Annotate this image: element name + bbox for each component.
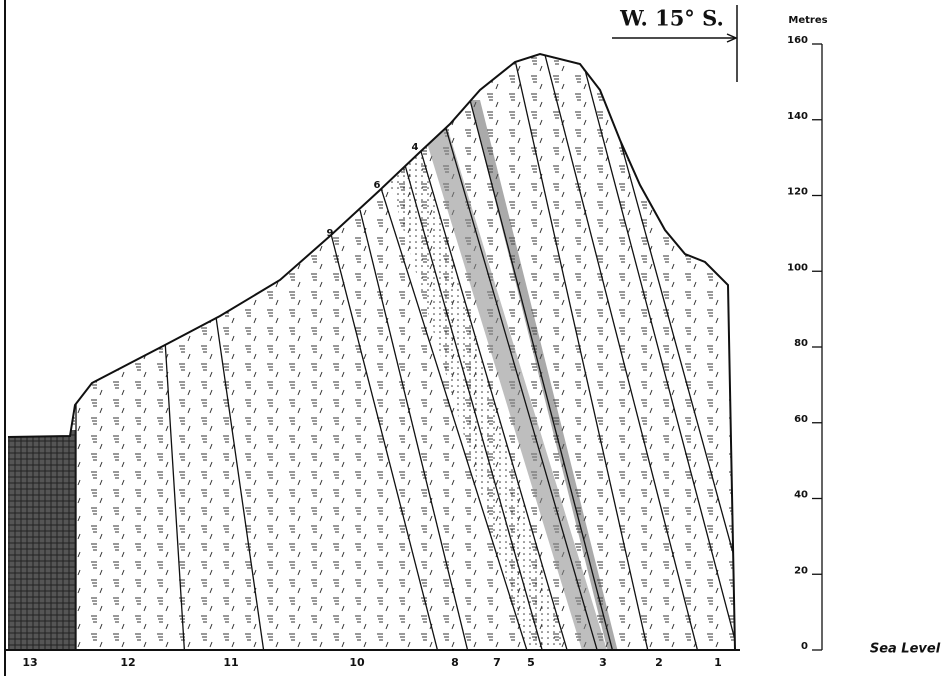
bed-label: 12 <box>120 656 135 669</box>
surface-profile <box>7 52 736 651</box>
direction-label: W. 15° S. <box>619 6 724 31</box>
arrow-head <box>726 33 738 43</box>
bed-label: 1 <box>714 656 722 669</box>
scale-tick-label: 20 <box>794 565 808 576</box>
bed-label: 2 <box>655 656 663 669</box>
scale-tick-label: 0 <box>801 641 808 652</box>
sea-level-label: Sea Level <box>870 642 941 657</box>
bed-label: 5 <box>527 656 535 669</box>
scale-tick-label: 80 <box>794 338 808 349</box>
strata <box>8 54 735 650</box>
scale-tick-label: 140 <box>787 111 808 122</box>
scale-tick-label: 100 <box>787 262 808 273</box>
bed-label: 11 <box>223 656 238 669</box>
bed-label: 13 <box>22 656 37 669</box>
bed-label: 7 <box>493 656 501 669</box>
bed-labels: 13 12 11 10 8 7 5 3 2 1 <box>22 656 721 669</box>
bed-label: 10 <box>349 656 365 669</box>
bed-label: 3 <box>599 656 607 669</box>
scale-tick-label: 40 <box>794 490 808 501</box>
profile-label: 6 <box>374 180 381 191</box>
scale-tick-label: 160 <box>787 35 808 46</box>
bed-label: 8 <box>451 656 459 669</box>
scale-title: Metres <box>788 15 827 26</box>
profile-label: 4 <box>412 142 419 153</box>
scale-tick-label: 60 <box>794 414 808 425</box>
scale-tick-label: 120 <box>787 187 808 198</box>
scale-ticks: 0 20 40 60 80 100 120 140 160 <box>787 35 822 652</box>
profile-label: 9 <box>327 228 334 239</box>
